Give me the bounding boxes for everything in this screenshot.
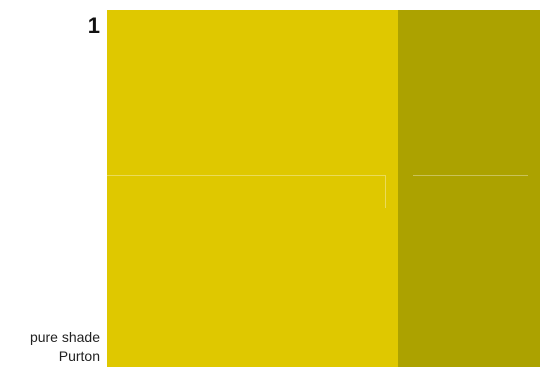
main-color-block	[107, 10, 398, 367]
shade-label: pure shade	[29, 329, 100, 345]
divider-line	[385, 175, 386, 208]
divider-line	[413, 175, 528, 176]
color-name-label: Purton	[58, 348, 100, 364]
divider-line	[107, 175, 385, 176]
shade-color-block	[398, 10, 540, 367]
swatch-index: 1	[87, 13, 100, 38]
